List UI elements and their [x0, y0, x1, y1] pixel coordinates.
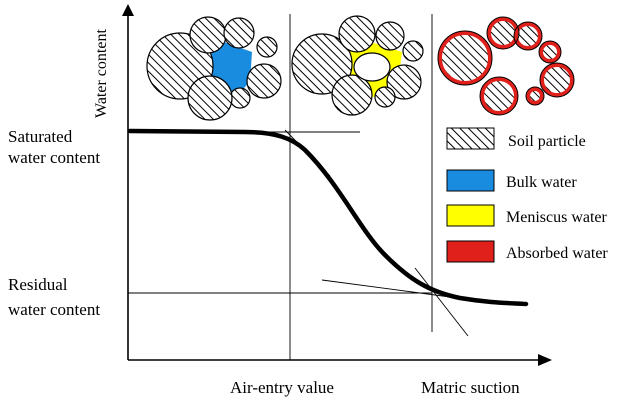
legend-swatch-bulk-water — [446, 169, 495, 192]
air-pocket — [353, 52, 391, 82]
axes — [122, 4, 552, 366]
residual-label-line2: water content — [8, 300, 100, 319]
legend-label-bulk-water: Bulk water — [506, 174, 577, 191]
saturated-label-line1: Saturated — [8, 127, 73, 146]
retention-curve — [127, 128, 529, 307]
residual-label-line1: Residual — [8, 275, 68, 294]
y-axis-arrow — [122, 4, 134, 16]
residual-label: Residual water content — [8, 275, 100, 319]
y-axis-label: Water content — [93, 29, 110, 118]
legend-label-absorbed-water: Absorbed water — [506, 245, 608, 262]
tangent-line-2 — [321, 279, 451, 298]
x-axis-arrow — [538, 354, 552, 366]
saturated-label: Saturated water content — [8, 127, 100, 167]
saturated-label-line2: water content — [8, 148, 100, 167]
legend-swatch-absorbed-water — [446, 240, 495, 263]
x-axis-label: Matric suction — [421, 378, 520, 397]
legend-swatch-meniscus-water — [446, 204, 495, 227]
absorbed-water-illustration — [437, 16, 575, 116]
tangent-line-3 — [414, 267, 469, 337]
legend: Soil particle Bulk water Meniscus water … — [446, 127, 608, 263]
bulk-water-illustration — [146, 16, 282, 121]
air-entry-label: Air-entry value — [230, 378, 334, 397]
legend-label-soil-particle: Soil particle — [508, 133, 586, 150]
legend-label-meniscus-water: Meniscus water — [506, 209, 608, 226]
legend-swatch-soil-particle — [446, 127, 495, 150]
meniscus-water-illustration — [291, 15, 424, 116]
